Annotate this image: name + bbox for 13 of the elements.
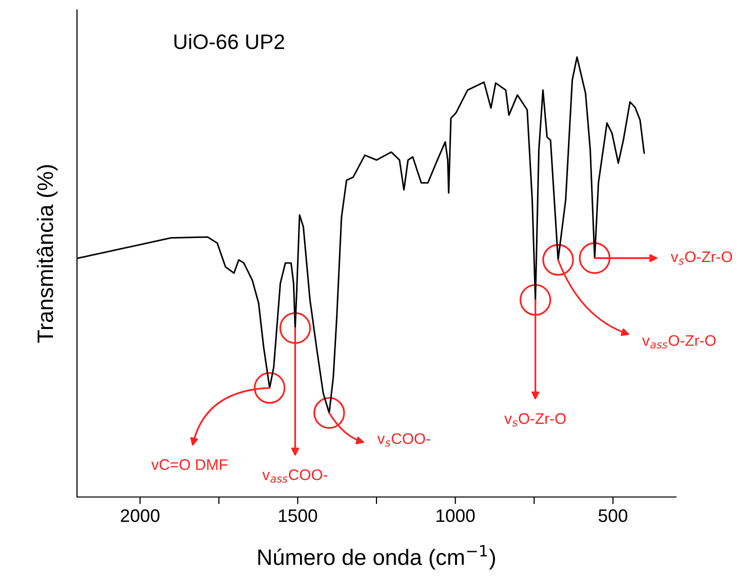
x-tick-label: 500 (598, 509, 628, 522)
annotation: v$_{s}$O-Zr-O (504, 413, 566, 426)
annotation: vC=O DMF (151, 459, 228, 470)
annotation: v$_{s}$O-Zr-O (670, 251, 732, 265)
chart-title: UiO-66 UP2 (174, 34, 284, 50)
annotation: v$_{ass}$O-Zr-O (642, 335, 716, 348)
annotation: v$_{s}$COO- (377, 433, 430, 447)
x-tick-label: 2000 (120, 509, 160, 522)
x-axis-title: Número de onda (cm$^{−1}$) (258, 545, 496, 570)
y-axis-title: Transmitância (%) (36, 165, 58, 343)
annotation: v$_{ass}$COO- (262, 469, 328, 483)
x-tick-label: 1500 (278, 509, 318, 522)
x-tick-label: 1000 (436, 509, 475, 522)
